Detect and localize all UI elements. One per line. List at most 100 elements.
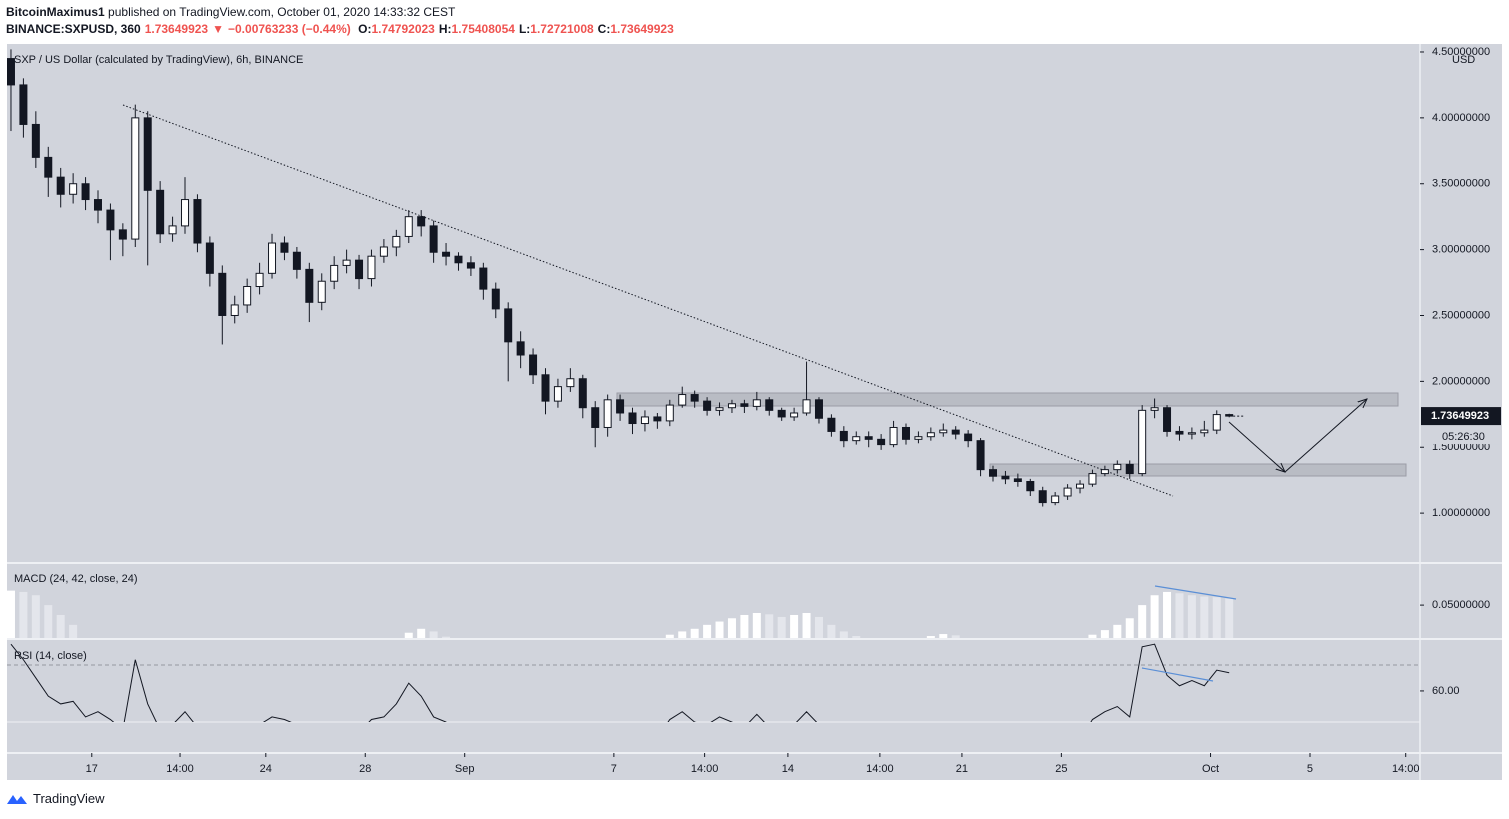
chart-background	[7, 44, 1502, 780]
x-tick-label: 14	[782, 763, 794, 775]
candle-body	[1051, 495, 1060, 504]
candle-body	[964, 433, 973, 442]
candle-body	[7, 58, 15, 86]
candle-body	[1187, 432, 1196, 435]
ohlc-value: 1.74792023	[371, 22, 435, 36]
y-tick-label: 4.50000000	[1432, 46, 1490, 58]
candle-body	[417, 216, 426, 227]
macd-bar	[727, 618, 736, 638]
y-tick-label: 4.00000000	[1432, 112, 1490, 124]
ohlc: O:1.74792023 H:1.75408054 L:1.72721008 C:1.…	[358, 22, 678, 36]
candle-body	[1088, 473, 1097, 485]
candle-body	[19, 84, 28, 125]
candle-body	[81, 183, 90, 201]
y-tick-label: 3.00000000	[1432, 244, 1490, 256]
macd-bar	[429, 631, 438, 638]
candle-body	[1100, 469, 1109, 475]
macd-bar	[777, 616, 786, 638]
y-tick-label: 60.00	[1432, 685, 1460, 697]
candle-body	[118, 229, 127, 240]
x-tick-label: 25	[1055, 763, 1067, 775]
macd-bar	[827, 624, 836, 638]
trendline	[122, 104, 1174, 497]
candle-body	[591, 407, 600, 428]
macd-bar	[417, 628, 426, 638]
ohlc-label: H:	[438, 22, 452, 36]
candle-body	[317, 280, 326, 303]
candle-body	[392, 235, 401, 248]
candle-body	[529, 354, 538, 376]
projection-arrow	[1228, 421, 1285, 472]
macd-bar	[765, 614, 774, 638]
x-tick-label: Oct	[1202, 763, 1219, 775]
x-tick-label: 14:00	[166, 763, 194, 775]
macd-bar	[56, 614, 65, 638]
macd-bar	[926, 636, 935, 638]
candle-body	[690, 394, 699, 402]
support-zone	[989, 463, 1407, 477]
candle-body	[976, 440, 985, 471]
countdown-tag	[1421, 426, 1501, 445]
macd-bar	[715, 621, 724, 638]
candle-body	[1013, 478, 1022, 482]
candle-body	[616, 399, 625, 414]
y-tick-label: 1.00000000	[1432, 507, 1490, 519]
candle-body	[305, 268, 314, 303]
macd-bar	[1138, 605, 1147, 638]
macd-bar	[740, 614, 749, 638]
candle-body	[727, 403, 736, 409]
macd-bar	[752, 613, 761, 638]
currency: USD	[1452, 54, 1475, 66]
macd-bar	[69, 624, 78, 638]
candle-body	[31, 123, 40, 158]
macd-bar	[814, 616, 823, 638]
macd-bar	[1100, 630, 1109, 638]
divergence-line	[1141, 667, 1214, 682]
ohlc-label: L:	[518, 22, 531, 36]
change: −0.00763233 (−0.44%)	[228, 22, 351, 36]
macd-bar	[790, 614, 799, 638]
candle-body	[1138, 409, 1147, 475]
macd-bar	[1187, 595, 1196, 638]
macd-bar	[1175, 593, 1184, 638]
macd-pane	[7, 590, 1234, 638]
candle-body	[280, 242, 289, 253]
arrow: ▼	[212, 22, 224, 36]
x-tick-label: 14:00	[691, 763, 719, 775]
candle-body	[292, 251, 301, 270]
candle-body	[553, 386, 562, 402]
ohlc-value: 1.73649923	[610, 22, 674, 36]
candle-body	[1063, 487, 1072, 497]
candle-body	[777, 409, 786, 418]
projection-arrow	[1284, 399, 1367, 473]
candle-body	[752, 399, 761, 407]
y-tick-label: 0.05000000	[1432, 599, 1490, 611]
candle-body	[640, 416, 649, 425]
candle-body	[989, 469, 998, 477]
y-tick-label: 2.00000000	[1432, 375, 1490, 387]
candle-body	[230, 304, 239, 316]
logo	[7, 794, 27, 804]
candle-body	[715, 407, 724, 411]
ohlc-value: 1.75408054	[451, 22, 515, 36]
candle-body	[429, 225, 438, 253]
candle-body	[268, 242, 277, 274]
published: published on TradingView.com, October 01…	[108, 5, 456, 19]
candle-body	[193, 199, 202, 244]
candle-body	[93, 199, 102, 211]
macd-bar	[19, 591, 28, 638]
candle-body	[466, 262, 475, 269]
divergence-line	[1154, 585, 1237, 600]
countdown: 05:26:30	[1442, 431, 1485, 443]
x-tick-label: Sep	[455, 763, 475, 775]
chart: SXP / US Dollar (calculated by TradingVi…	[7, 44, 1502, 780]
candle-body	[541, 374, 550, 402]
candle-body	[491, 288, 500, 310]
candle-body	[1125, 463, 1134, 475]
candle-body	[877, 438, 886, 446]
quote-line: BINANCE:SXPUSD, 360 1.73649923 ▼ −0.0076323…	[6, 22, 682, 36]
candle-body	[765, 399, 774, 411]
candle-body	[218, 272, 227, 316]
macd-bar	[703, 624, 712, 638]
